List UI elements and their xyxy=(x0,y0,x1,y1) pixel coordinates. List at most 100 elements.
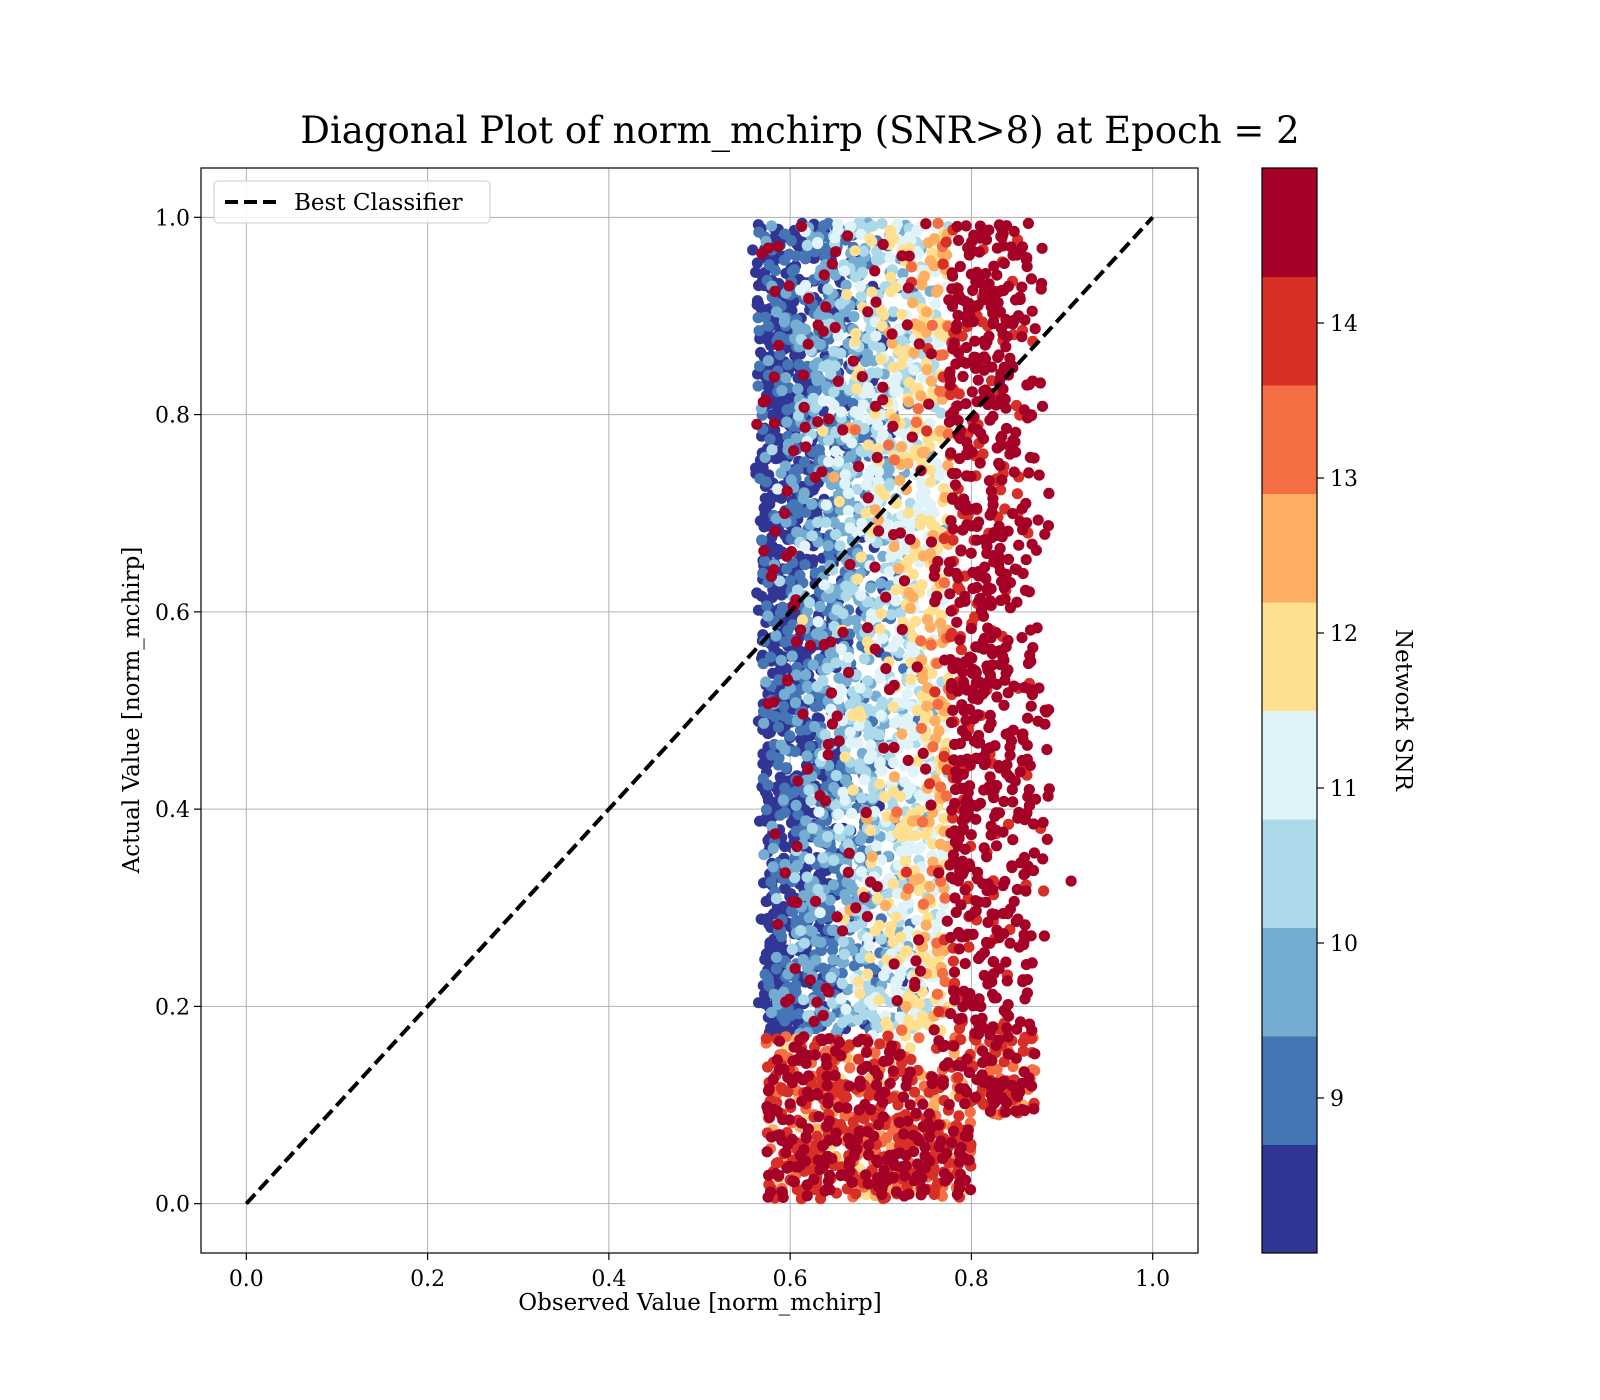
scatter-point xyxy=(875,933,887,945)
scatter-point xyxy=(842,487,855,499)
scatter-point xyxy=(788,445,800,457)
scatter-point xyxy=(902,925,915,937)
scatter-point xyxy=(770,1157,783,1169)
scatter-point xyxy=(841,876,853,888)
scatter-point xyxy=(830,246,842,258)
scatter-point xyxy=(812,237,824,249)
scatter-point xyxy=(772,402,784,414)
scatter-point xyxy=(804,640,817,652)
scatter-point xyxy=(747,244,759,256)
scatter-point xyxy=(782,359,794,371)
scatter-point xyxy=(1009,775,1021,787)
scatter-point xyxy=(769,828,781,840)
scatter-point xyxy=(924,476,937,488)
scatter-point xyxy=(875,608,888,620)
scatter-point xyxy=(929,596,941,608)
scatter-point xyxy=(969,503,981,515)
scatter-point xyxy=(793,1008,805,1020)
scatter-point xyxy=(919,712,932,724)
scatter-point xyxy=(801,871,813,883)
scatter-point xyxy=(817,675,829,687)
scatter-point xyxy=(946,467,959,480)
scatter-point xyxy=(854,1075,866,1087)
scatter-point xyxy=(889,386,901,398)
scatter-point xyxy=(939,1039,951,1052)
scatter-point xyxy=(825,368,837,380)
scatter-point xyxy=(822,283,834,295)
scatter-point xyxy=(764,651,777,663)
scatter-point xyxy=(781,416,793,428)
scatter-point xyxy=(856,371,868,383)
scatter-point xyxy=(822,831,834,843)
scatter-point xyxy=(945,716,958,729)
scatter-point xyxy=(790,319,802,331)
scatter-point xyxy=(825,687,838,699)
scatter-point xyxy=(823,456,835,468)
scatter-point xyxy=(902,883,915,895)
scatter-point xyxy=(764,937,776,949)
scatter-point xyxy=(814,907,826,919)
scatter-point xyxy=(904,782,917,794)
scatter-point xyxy=(990,840,1003,852)
scatter-point xyxy=(897,1128,910,1140)
scatter-point xyxy=(914,965,927,977)
scatter-point xyxy=(860,1046,873,1058)
scatter-point xyxy=(818,638,831,651)
scatter-point xyxy=(762,779,774,791)
scatter-point xyxy=(854,758,866,770)
scatter-point xyxy=(949,479,962,491)
scatter-point xyxy=(755,346,767,359)
scatter-point xyxy=(937,1075,949,1087)
scatter-point xyxy=(797,708,809,720)
scatter-point xyxy=(951,616,963,628)
scatter-point xyxy=(867,339,880,351)
scatter-point xyxy=(767,842,779,855)
scatter-point xyxy=(873,994,885,1006)
scatter-point xyxy=(928,233,941,245)
scatter-point xyxy=(762,320,774,332)
scatter-point xyxy=(828,386,840,398)
scatter-point xyxy=(797,493,810,505)
scatter-point xyxy=(762,610,774,622)
scatter-point xyxy=(875,709,887,722)
scatter-point xyxy=(862,306,874,318)
scatter-point xyxy=(853,1126,865,1138)
scatter-point xyxy=(862,439,874,451)
scatter-point xyxy=(930,298,942,310)
scatter-point xyxy=(1028,1103,1040,1115)
scatter-point xyxy=(927,838,939,850)
scatter-point xyxy=(776,385,788,397)
scatter-point xyxy=(774,349,786,361)
scatter-point xyxy=(778,688,791,701)
scatter-point xyxy=(895,821,907,834)
scatter-point xyxy=(779,858,791,870)
scatter-point xyxy=(993,807,1006,819)
scatter-point xyxy=(1026,1080,1038,1092)
scatter-point xyxy=(863,753,875,765)
scatter-point xyxy=(1000,728,1012,740)
scatter-point xyxy=(831,710,843,722)
scatter-point xyxy=(852,976,864,988)
scatter-point xyxy=(786,943,798,956)
scatter-point xyxy=(814,600,826,613)
scatter-point xyxy=(799,829,811,841)
scatter-point xyxy=(907,1129,919,1141)
scatter-point xyxy=(871,892,884,905)
scatter-point xyxy=(966,386,978,398)
scatter-point xyxy=(878,309,890,321)
scatter-point xyxy=(901,688,913,700)
scatter-point xyxy=(889,454,901,466)
scatter-point xyxy=(813,443,825,455)
scatter-point xyxy=(915,390,927,402)
scatter-point xyxy=(888,540,900,553)
scatter-point xyxy=(823,413,835,425)
scatter-point xyxy=(780,516,792,528)
scatter-points xyxy=(747,216,1077,1205)
scatter-point xyxy=(985,820,997,832)
scatter-point xyxy=(772,721,785,733)
scatter-point xyxy=(891,370,903,382)
scatter-point xyxy=(762,242,774,254)
scatter-point xyxy=(826,997,839,1009)
scatter-point xyxy=(1011,1023,1023,1035)
scatter-point xyxy=(842,651,855,664)
